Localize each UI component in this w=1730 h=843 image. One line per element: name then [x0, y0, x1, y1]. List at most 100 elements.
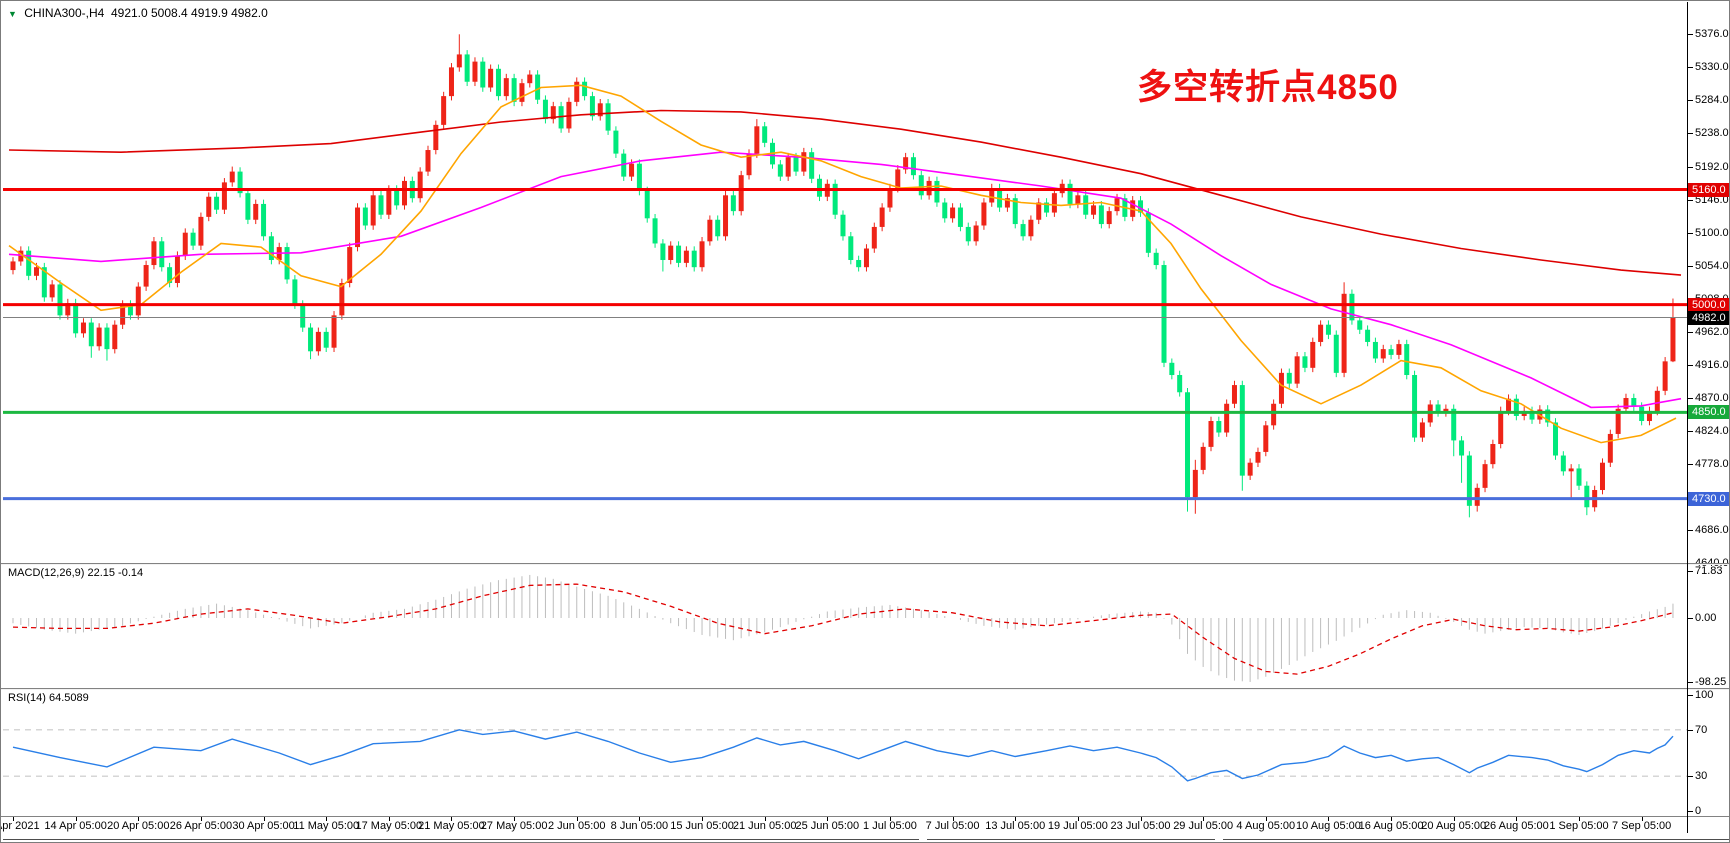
candle-body — [871, 226, 877, 249]
candle-body — [1247, 462, 1253, 476]
candle-body — [511, 78, 517, 102]
macd-zero-label: 0.00 — [1695, 612, 1717, 624]
candle-body — [1286, 372, 1292, 384]
candle-body — [950, 207, 956, 219]
date-tick-label: 14 Apr 05:00 — [44, 820, 107, 832]
candle-body — [1560, 455, 1566, 472]
rsi-tick-label: 30 — [1695, 770, 1708, 783]
candle-body — [425, 150, 431, 172]
date-tick-label: 29 Jul 05:00 — [1173, 820, 1234, 832]
candle-body — [315, 331, 321, 352]
panel-separator[interactable] — [1, 563, 1729, 564]
candle-body — [1271, 403, 1277, 426]
candle-body — [26, 250, 32, 276]
candle-body — [292, 279, 298, 305]
candle-body — [1607, 433, 1613, 463]
candle-body — [198, 216, 204, 246]
candle-body — [190, 232, 196, 246]
price-tick-label: 5330.0 — [1695, 61, 1729, 74]
date-tick-label: 30 Apr 05:00 — [232, 820, 295, 832]
candle-body — [18, 250, 24, 262]
candle-body — [151, 241, 157, 266]
time-tick-mark — [1641, 817, 1643, 821]
candle-body — [1372, 341, 1378, 359]
date-tick-label: 19 Jul 05:00 — [1047, 820, 1108, 832]
candle-body — [10, 261, 16, 271]
candle-body — [1083, 195, 1089, 215]
candle-body — [1490, 444, 1496, 465]
rsi-tick-label: 70 — [1695, 723, 1708, 736]
axis-tick-mark — [1688, 530, 1693, 532]
candle-body — [96, 327, 102, 347]
candle-body — [1208, 421, 1214, 447]
price-badge-4850.0: 4850.0 — [1688, 405, 1729, 420]
candle-body — [715, 219, 721, 237]
date-tick-label: 8 Apr 2021 — [1, 820, 40, 832]
price-tick-label: 4686.0 — [1695, 524, 1729, 537]
candle-body — [754, 126, 760, 154]
candle-body — [1529, 410, 1535, 420]
candle-body — [683, 250, 689, 263]
axis-tick-mark — [1688, 133, 1693, 135]
time-tick-mark — [889, 817, 891, 821]
candle-body — [1263, 425, 1269, 452]
candle-body — [495, 68, 501, 97]
candle-body — [1036, 202, 1042, 220]
candle-body — [527, 74, 533, 84]
candle-body — [1380, 349, 1386, 359]
candle-body — [723, 195, 729, 237]
candle-body — [1459, 440, 1465, 456]
candle-body — [441, 96, 447, 125]
candle-body — [1443, 408, 1449, 413]
candle-body — [1365, 329, 1371, 342]
symbol-timeframe-label[interactable]: CHINA300-,H4 — [24, 6, 105, 20]
candle-body — [1506, 398, 1512, 411]
axis-tick-mark — [1688, 571, 1693, 573]
candle-body — [1466, 455, 1472, 506]
candle-body — [934, 180, 940, 203]
candle-body — [182, 232, 188, 256]
candle-body — [41, 267, 47, 298]
candle-body — [1177, 375, 1183, 393]
candle-body — [1098, 205, 1104, 225]
candle-body — [1482, 464, 1488, 488]
date-tick-label: 17 May 05:00 — [355, 820, 423, 832]
date-tick-label: 26 Aug 05:00 — [1483, 820, 1549, 832]
candle-body — [1192, 469, 1198, 498]
candle-body — [1451, 408, 1457, 441]
candle-body — [159, 241, 165, 268]
panel-separator[interactable] — [1, 688, 1729, 689]
date-tick-label: 20 Apr 05:00 — [107, 820, 170, 832]
candle-body — [323, 331, 329, 348]
date-tick-label: 26 Apr 05:00 — [169, 820, 233, 832]
price-tick-label: 5376.0 — [1695, 28, 1729, 41]
candle-body — [80, 322, 86, 334]
candle-body — [1278, 372, 1284, 404]
candle-body — [762, 126, 768, 143]
candle-body — [1396, 344, 1402, 355]
candle-body — [1553, 422, 1559, 456]
price-tick-label: 5284.0 — [1695, 94, 1729, 107]
candle-body — [910, 157, 916, 176]
candle-body — [221, 182, 227, 210]
time-tick-mark — [514, 817, 516, 821]
price-tick-label: 5238.0 — [1695, 127, 1729, 140]
axis-tick-mark — [1688, 776, 1693, 778]
axis-tick-mark — [1688, 364, 1693, 366]
candle-body — [347, 247, 353, 284]
candle-body — [167, 267, 173, 284]
time-tick-mark — [1516, 817, 1518, 821]
candle-body — [535, 74, 541, 100]
price-tick-label: 4870.0 — [1695, 392, 1729, 404]
candle-body — [887, 188, 893, 208]
axis-tick-mark — [1688, 431, 1693, 433]
rsi-tick-label: 0 — [1695, 805, 1702, 817]
candle-body — [33, 267, 39, 276]
symbol-dropdown-icon[interactable]: ▼ — [8, 9, 17, 19]
candle-body — [362, 207, 368, 226]
candle-body — [127, 304, 133, 316]
candle-body — [707, 219, 713, 242]
candle-body — [378, 195, 384, 215]
time-tick-mark — [1203, 817, 1205, 821]
